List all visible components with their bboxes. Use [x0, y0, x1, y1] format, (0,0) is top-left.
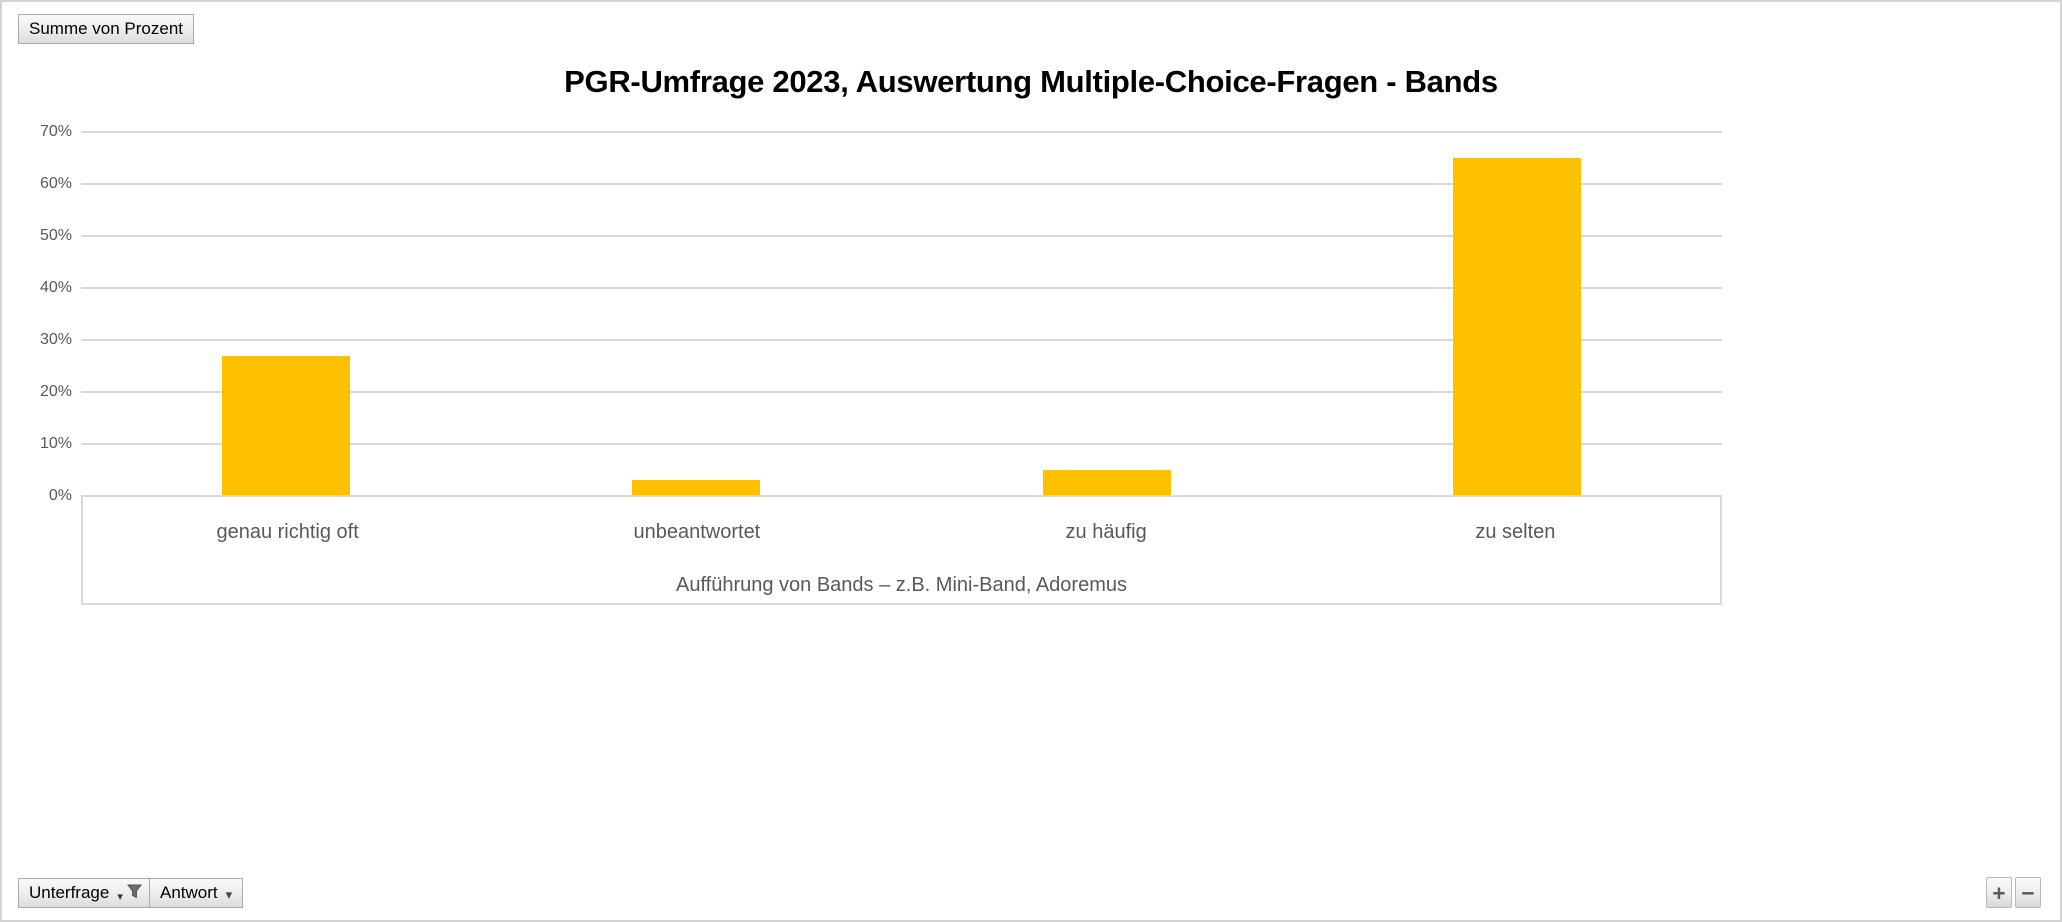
y-tick-label: 40% — [39, 279, 72, 296]
y-tick-label: 60% — [39, 175, 72, 192]
axis-field-button-antwort[interactable]: Antwort ▾ — [149, 878, 244, 908]
y-tick-label: 70% — [39, 123, 72, 140]
gridline — [81, 235, 1722, 237]
bar-unbeantwortet — [632, 480, 761, 496]
filter-funnel-icon — [126, 884, 142, 904]
bar-zu-selten — [1452, 158, 1581, 496]
gridlines — [81, 131, 1722, 496]
bar-zu-häufig — [1042, 470, 1171, 496]
gridline — [81, 287, 1722, 289]
antwort-label: Antwort — [160, 883, 218, 902]
category-label: genau richtig oft — [216, 521, 359, 543]
collapse-button[interactable]: − — [2015, 877, 2041, 908]
bar-genau-richtig-oft — [222, 355, 351, 496]
chart-title: PGR-Umfrage 2023, Auswertung Multiple-Ch… — [564, 64, 1498, 99]
y-tick-label: 20% — [39, 383, 72, 400]
gridline — [81, 131, 1722, 133]
y-tick-label: 50% — [39, 227, 72, 244]
y-axis: 0% 10% 20% 30% 40% 50% 60% 70% — [2, 123, 72, 504]
gridline — [81, 339, 1722, 341]
y-tick-label: 10% — [39, 435, 72, 452]
y-tick-label: 0% — [48, 487, 72, 504]
chevron-down-icon: ▾ — [117, 890, 123, 903]
value-field-label: Summe von Prozent — [29, 19, 184, 38]
category-label: zu selten — [1475, 521, 1556, 543]
axis-field-button-unterfrage[interactable]: Unterfrage ▾ — [18, 878, 153, 908]
gridline — [81, 183, 1722, 185]
expand-collapse-group: + − — [1986, 877, 2041, 908]
unterfrage-label: Unterfrage — [29, 883, 110, 902]
x-axis-title: Aufführung von Bands – z.B. Mini-Band, A… — [675, 574, 1127, 596]
y-tick-label: 30% — [39, 331, 72, 348]
plot-area — [81, 132, 1722, 496]
category-axis-box: genau richtig oft unbeantwortet zu häufig z… — [81, 495, 1722, 605]
chevron-down-icon: ▾ — [225, 886, 233, 902]
gridline — [81, 443, 1722, 445]
category-label: unbeantwortet — [633, 521, 761, 543]
category-label: zu häufig — [1065, 521, 1147, 543]
category-labels: genau richtig oft unbeantwortet zu häufig z… — [83, 497, 1720, 544]
expand-button[interactable]: + — [1986, 877, 2012, 908]
value-field-button[interactable]: Summe von Prozent — [18, 14, 195, 44]
gridline — [81, 391, 1722, 393]
